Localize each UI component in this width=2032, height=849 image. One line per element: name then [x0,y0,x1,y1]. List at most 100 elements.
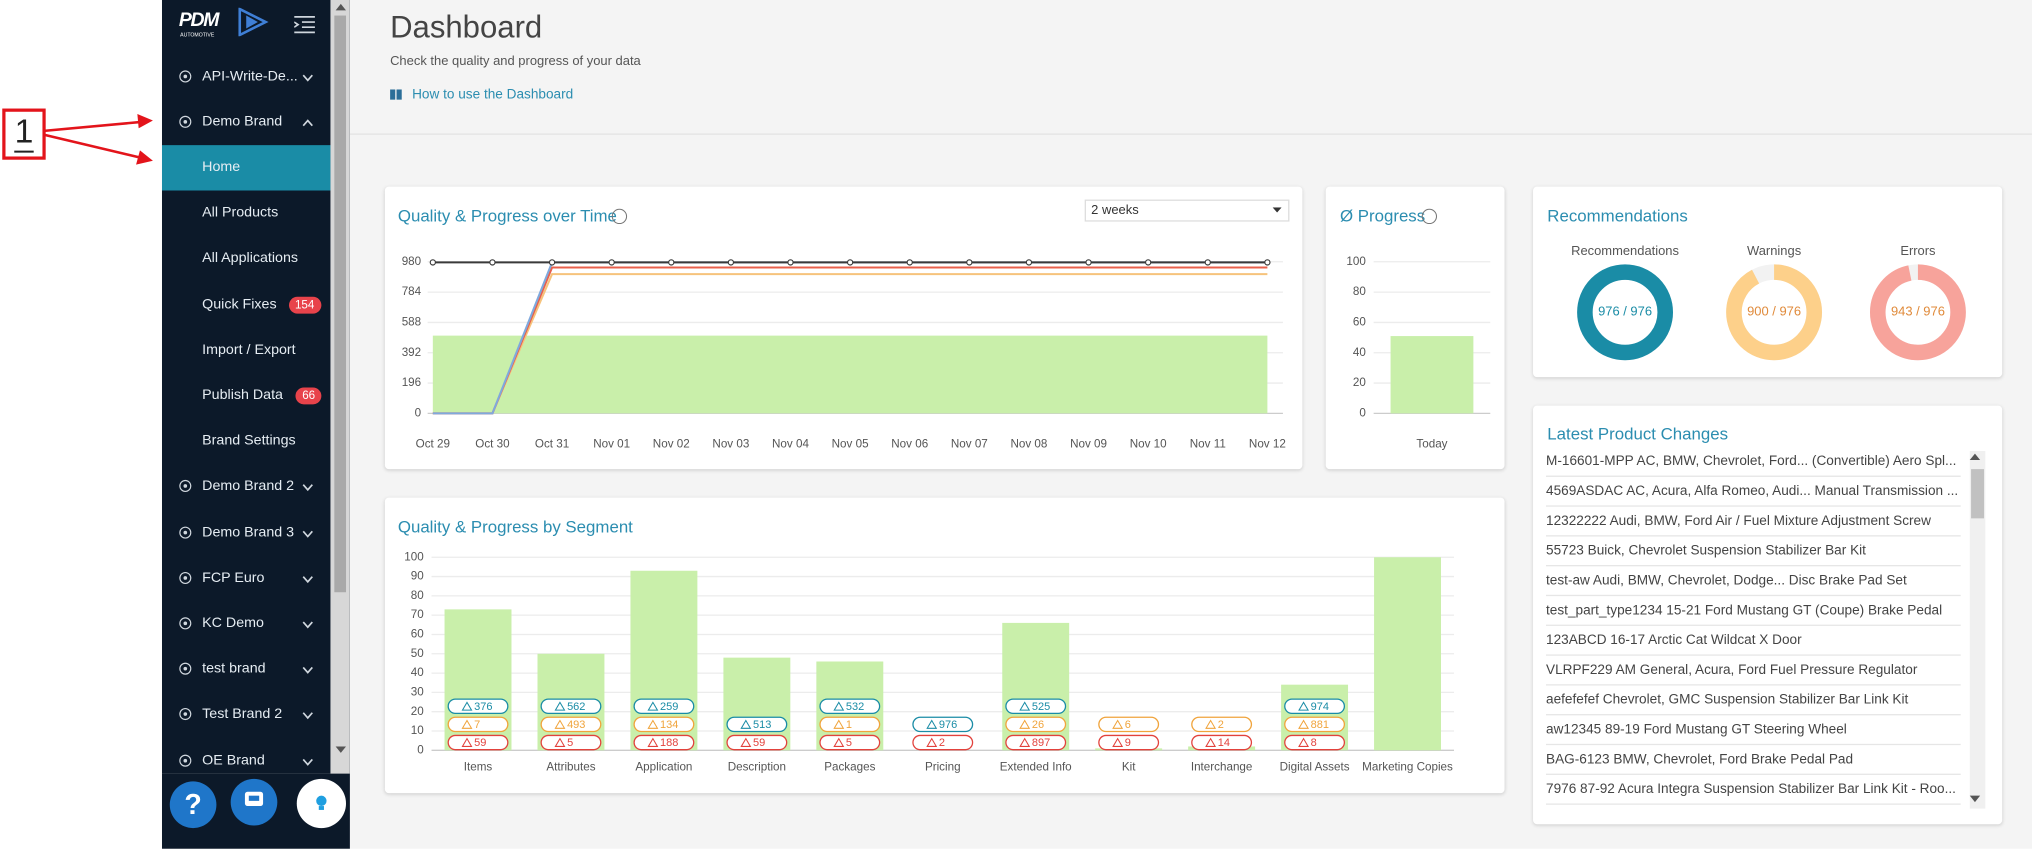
change-item[interactable]: 12322222 Audi, BMW, Ford Air / Fuel Mixt… [1546,507,1961,537]
brand-icon [179,708,192,721]
brand-icon [179,480,192,493]
nav-brand[interactable]: test brand [162,647,330,692]
nav-brand[interactable]: OE Brand [162,738,330,774]
annotation-arrow [43,120,143,133]
nav-brand[interactable]: FCP Euro [162,556,330,601]
help-button[interactable]: ? [169,781,217,829]
chevron-down [302,530,313,538]
nav-label: FCP Euro [202,569,265,586]
nav-label: Demo Brand [202,113,283,130]
help-link[interactable]: How to use the Dashboard [412,86,574,103]
chevron-down [302,712,313,720]
icon-ring [179,662,192,675]
change-item[interactable]: 123ABCD 16-17 Arctic Cat Wildcat X Door [1546,626,1961,656]
change-item[interactable]: 4569ASDAC AC, Acura, Alfa Romeo, Audi...… [1546,477,1961,507]
icon-dot [183,758,188,762]
change-item[interactable]: test_part_type1234 15-21 Ford Mustang GT… [1546,596,1961,626]
nav-brand[interactable]: Demo Brand 3 [162,510,330,555]
range-select[interactable]: 2 weeks [1084,199,1290,222]
chevron-line [302,666,313,674]
nav-label: Brand Settings [202,432,296,449]
page-subtitle: Check the quality and progress of your d… [390,54,641,69]
annotation-box [2,108,46,160]
nav-label: test brand [202,661,266,677]
recommendations-card: Recommendations [1533,186,2003,378]
change-item[interactable]: aefefefef Chevrolet, GMC Suspension Stab… [1546,686,1961,716]
changes-list: M-16601-MPP AC, BMW, Chevrolet, Ford... … [1533,447,1968,807]
nav-label: Test Brand 2 [202,706,283,723]
time-card: Quality & Progress over Time 2 weeks [384,186,1303,470]
brand-icon [179,525,192,538]
change-item[interactable]: 55723 Buick, Chevrolet Suspension Stabil… [1546,537,1961,567]
nav-label: OE Brand [202,752,265,768]
chevron-up [302,118,313,126]
chevron-down [302,758,313,766]
change-item[interactable]: test-aw Audi, BMW, Chevrolet, Dodge... D… [1546,566,1961,597]
change-item[interactable]: VLRPF229 AM General, Acura, Ford Fuel Pr… [1546,656,1961,686]
card-title: Recommendations [1547,206,1688,226]
bulb-icon [316,795,327,810]
progress-card: Ø Progress [1325,186,1505,470]
nav-list: API-Write-De... Demo Brand Home All Product… [161,0,331,774]
icon-ring [179,571,192,584]
annotation-label: 1 [15,113,34,150]
chat-icon [244,791,264,807]
brand-icon [179,115,192,128]
chat-button[interactable] [230,778,278,826]
nav-brand[interactable]: Demo Brand [162,99,330,144]
logo: PDM [178,9,220,32]
nav-item[interactable]: Brand Settings [162,419,330,464]
icon-dot [183,621,188,626]
nav-brand[interactable]: API-Write-De... [162,54,330,99]
collapse-icon[interactable] [294,16,316,34]
nav-item[interactable]: Quick Fixes 154 [162,282,330,327]
nav-label: Quick Fixes [202,296,277,312]
card-title: Quality & Progress by Segment [397,517,633,537]
nav-brand[interactable]: Demo Brand 2 [162,464,330,509]
nav-brand[interactable]: KC Demo [162,601,330,646]
annotation-arrow [43,133,143,160]
icon-dot [183,484,188,489]
nav-item[interactable]: Publish Data 66 [162,373,330,418]
nav-item[interactable]: All Applications [162,236,330,281]
list-scroll-thumb [1971,469,1985,519]
card-title: Quality & Progress over Time [397,206,617,226]
idea-button[interactable] [296,778,347,829]
change-item[interactable]: M-16601-MPP AC, BMW, Chevrolet, Ford... … [1546,447,1961,477]
nav-label: Publish Data [202,387,283,403]
logo-mark [238,7,269,37]
sidebar: PDM AUTOMOTIVE API-Write-De... Demo Brand… [161,0,350,774]
nav-brand[interactable]: Test Brand 2 [162,692,330,737]
nav-item[interactable]: Home [161,144,331,191]
list-scrollbar [1969,450,1986,809]
icon-ring [179,69,192,82]
icon-dot [183,666,188,671]
range-value: 2 weeks [1091,203,1139,218]
sidebar-footer: ? [161,773,350,849]
card-title: Ø Progress [1339,206,1426,226]
change-item[interactable]: 7976 87-92 Acura Integra Suspension Stab… [1546,775,1961,805]
icon-dot [183,530,188,534]
card-title: Latest Product Changes [1547,423,1729,444]
change-item[interactable]: aw12345 89-19 Ford Mustang GT Steering W… [1546,715,1961,746]
header: Dashboard Check the quality and progress… [349,0,2032,135]
arrow-head [137,114,153,129]
nav-item[interactable]: Import / Export [162,327,330,372]
icon-dot [183,119,188,124]
nav-item[interactable]: All Products [162,191,330,236]
brand-icon [179,662,192,675]
chevron-line [302,118,313,126]
brand-icon [179,69,192,82]
nav-badge: 154 [288,296,321,313]
nav-label: Demo Brand 2 [202,478,295,495]
page-title: Dashboard [390,10,543,46]
chevron-line [302,712,313,720]
change-item[interactable]: BAG-6123 BMW, Chevrolet, Ford Brake Peda… [1546,745,1961,775]
icon-dot [183,575,188,580]
icon-ring [179,754,192,767]
brand-icon [179,571,192,584]
nav-label: Demo Brand 3 [202,524,295,540]
sidebar-scroll-thumb [334,15,347,593]
